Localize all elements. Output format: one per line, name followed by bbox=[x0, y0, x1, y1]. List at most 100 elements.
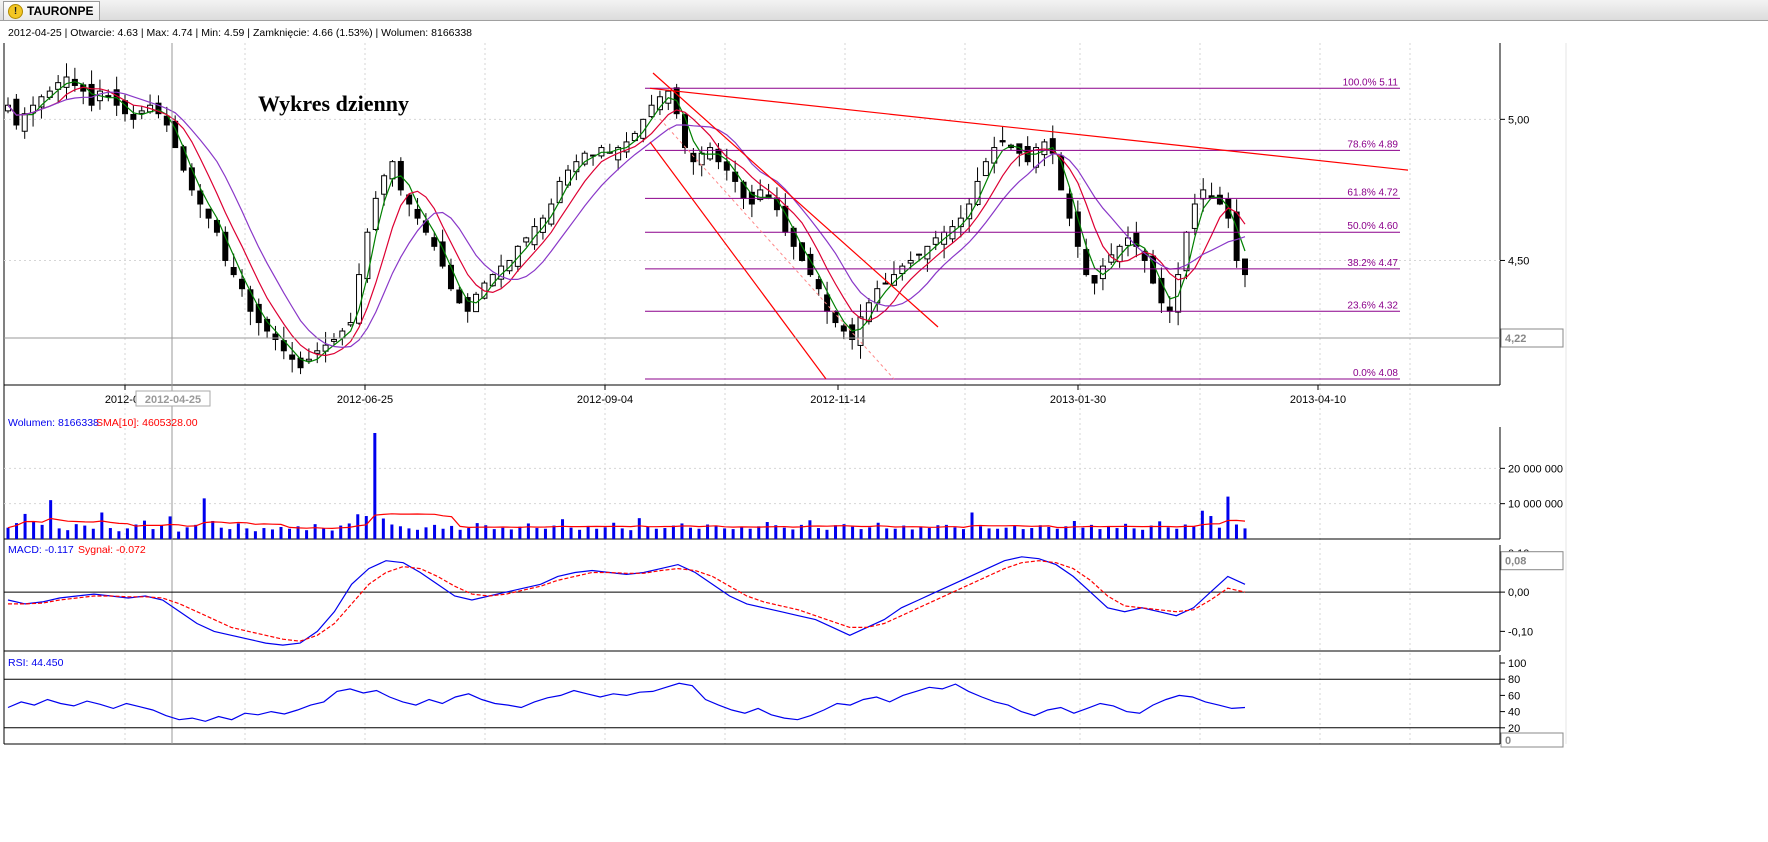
chart-canvas[interactable]: 5,00 4,50 100.0% 5.11 78.6% 4.89 61.8% 4.72 5… bbox=[0, 21, 1768, 842]
candle-body bbox=[648, 104, 655, 118]
volume-bar bbox=[245, 528, 249, 539]
volume-bar bbox=[1115, 528, 1119, 539]
volume-bar bbox=[782, 527, 786, 539]
tab-tauronpe[interactable]: ! TAURONPE bbox=[3, 1, 101, 20]
candle-body bbox=[899, 265, 906, 275]
fib-level-label: 0.0% 4.08 bbox=[1353, 368, 1398, 379]
volume-bar bbox=[1107, 526, 1111, 539]
volume-bar bbox=[40, 524, 44, 539]
candle-body bbox=[707, 147, 714, 160]
volume-bar bbox=[876, 522, 880, 539]
candle-body bbox=[740, 181, 747, 199]
candle-body bbox=[832, 310, 839, 324]
macd-value-box bbox=[1500, 551, 1564, 571]
volume-bar bbox=[1226, 496, 1230, 539]
candle-body bbox=[305, 358, 312, 362]
volume-bar bbox=[842, 524, 846, 539]
candle-body bbox=[197, 190, 204, 205]
volume-bar bbox=[219, 527, 223, 539]
candle-body bbox=[255, 303, 262, 324]
volume-bar bbox=[688, 527, 692, 539]
rsi-value-label: 0 bbox=[1505, 735, 1511, 747]
volume-bar bbox=[373, 433, 377, 539]
volume-bar bbox=[902, 525, 906, 539]
volume-bar bbox=[586, 525, 590, 539]
volume-bar bbox=[1055, 528, 1059, 539]
volume-bar bbox=[697, 528, 701, 539]
volume-bar bbox=[177, 531, 181, 539]
volume-bar bbox=[816, 528, 820, 539]
candle-body bbox=[974, 180, 981, 205]
volume-tick-label: 20 000 000 bbox=[1508, 463, 1563, 475]
volume-bar bbox=[671, 525, 675, 539]
volume-bar bbox=[526, 523, 530, 539]
trendline-resistance bbox=[649, 87, 1409, 171]
volume-bar bbox=[620, 528, 624, 539]
fib-level-label: 50.0% 4.60 bbox=[1347, 221, 1398, 232]
rsi-tick-label: 20 bbox=[1508, 723, 1520, 735]
volume-bar bbox=[160, 525, 164, 539]
volume-bar bbox=[893, 528, 897, 539]
volume-bar bbox=[330, 530, 334, 539]
volume-bar bbox=[629, 530, 633, 539]
candle-body bbox=[573, 161, 580, 173]
price-tick-label: 4,50 bbox=[1508, 255, 1529, 267]
volume-bar bbox=[868, 527, 872, 539]
volume-bar bbox=[501, 527, 505, 539]
volume-bar bbox=[987, 528, 991, 539]
candle-body bbox=[840, 325, 847, 332]
volume-bar bbox=[194, 524, 198, 539]
volume-bar bbox=[996, 528, 1000, 539]
header-ohlc-info: 2012-04-25 | Otwarcie: 4.63 | Max: 4.74 … bbox=[8, 27, 472, 39]
sma-fast-line bbox=[7, 81, 1246, 363]
volume-bar bbox=[6, 527, 10, 539]
volume-bar bbox=[467, 528, 471, 539]
candle-body bbox=[1058, 155, 1065, 191]
chart-annotation-title: Wykres dzienny bbox=[258, 91, 409, 116]
candle-body bbox=[1191, 203, 1198, 229]
volume-bar bbox=[834, 525, 838, 539]
volume-bar bbox=[1004, 527, 1008, 539]
volume-bar bbox=[646, 526, 650, 539]
x-tick-label: 2013-04-10 bbox=[1290, 394, 1346, 406]
x-tick-label: 2012-06-25 bbox=[337, 394, 393, 406]
volume-bar bbox=[142, 520, 146, 539]
volume-bar bbox=[57, 528, 61, 539]
crosshair-price-label: 4,22 bbox=[1505, 333, 1526, 345]
candle-body bbox=[447, 264, 454, 290]
volume-bar bbox=[262, 528, 266, 539]
warning-icon: ! bbox=[8, 3, 23, 19]
volume-bar bbox=[108, 528, 112, 539]
volume-bar bbox=[296, 526, 300, 539]
volume-bar bbox=[492, 529, 496, 539]
volume-bar bbox=[518, 526, 522, 539]
volume-label: Wolumen: 8166338 bbox=[8, 417, 99, 429]
candle-body bbox=[1066, 193, 1073, 219]
volume-bar bbox=[799, 524, 803, 539]
candle-body bbox=[531, 226, 538, 246]
candle-body bbox=[932, 237, 939, 245]
candle-body bbox=[723, 161, 730, 171]
candle-body bbox=[1175, 274, 1182, 313]
candle-body bbox=[924, 245, 931, 260]
candle-body bbox=[698, 152, 705, 166]
volume-bar bbox=[706, 524, 710, 539]
crosshair-date-box bbox=[135, 390, 211, 407]
volume-bar bbox=[859, 529, 863, 539]
crosshair-date-label: 2012-04-25 bbox=[145, 394, 201, 406]
candle-body bbox=[406, 194, 413, 205]
macd-tick-label: -0,10 bbox=[1508, 626, 1533, 638]
volume-bar bbox=[484, 525, 488, 539]
rsi-tick-label: 60 bbox=[1508, 690, 1520, 702]
volume-tick-label: 10 000 000 bbox=[1508, 499, 1563, 511]
volume-bar bbox=[433, 524, 437, 539]
candle-body bbox=[548, 203, 555, 225]
volume-bar bbox=[236, 523, 240, 539]
volume-bar bbox=[791, 529, 795, 539]
candle-body bbox=[21, 113, 28, 132]
candle-body bbox=[1099, 265, 1106, 280]
volume-bar bbox=[680, 523, 684, 539]
volume-bar bbox=[603, 527, 607, 539]
candle-body bbox=[907, 259, 914, 264]
candle-body bbox=[916, 253, 923, 256]
